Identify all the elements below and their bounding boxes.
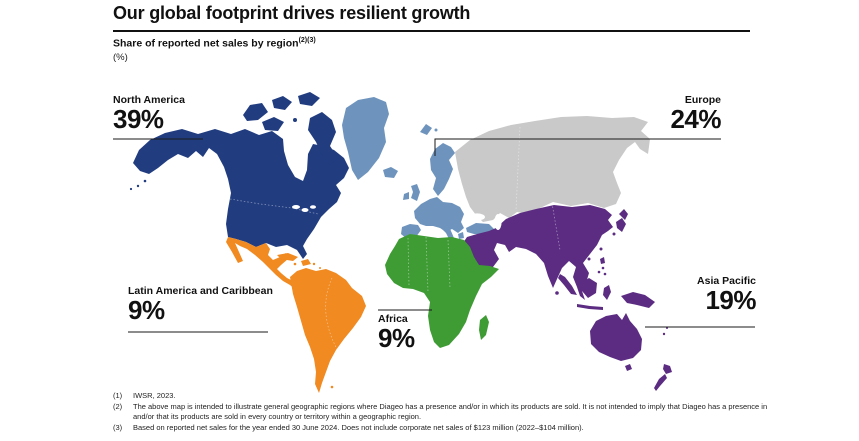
philippines — [600, 257, 605, 264]
north-america-mainland — [133, 129, 349, 259]
footnote-number: (1) — [113, 391, 123, 400]
great-lake — [301, 208, 309, 212]
footnote-1: (1) IWSR, 2023. — [113, 391, 773, 402]
svalbard — [420, 124, 432, 135]
callout-lines — [113, 138, 755, 333]
region-name: Latin America and Caribbean — [128, 285, 273, 297]
greenland — [342, 97, 389, 180]
unit-label: (%) — [113, 52, 128, 63]
region-name: Europe — [684, 94, 721, 106]
africa-mainland — [385, 234, 499, 348]
sri-lanka — [555, 291, 559, 295]
footnote-text: The above map is intended to illustrate … — [133, 401, 768, 422]
new-guinea — [621, 292, 655, 308]
south-america — [290, 268, 366, 393]
region-value: 24% — [670, 104, 721, 134]
madagascar — [479, 315, 489, 340]
label-latin-america-caribbean: Latin America and Caribbean 9% — [128, 285, 273, 324]
map-country-borders — [229, 126, 561, 350]
region-value: 9% — [128, 295, 165, 325]
label-europe: Europe 24% — [670, 94, 721, 133]
sulawesi — [603, 285, 611, 300]
borneo — [581, 278, 597, 298]
region-value: 9% — [378, 323, 415, 353]
new-zealand — [654, 364, 672, 391]
map-region-asia-pacific — [463, 205, 672, 391]
great-lake — [310, 205, 316, 209]
hispaniola — [301, 259, 311, 266]
greece — [458, 232, 464, 239]
mexico-central-america — [226, 237, 301, 291]
map-water-overlays — [292, 205, 502, 230]
region-name: Africa — [378, 313, 408, 325]
title-divider — [113, 30, 750, 32]
europe-mainland — [414, 197, 464, 233]
black-sea — [469, 213, 485, 221]
turkey — [466, 223, 494, 234]
map-region-greenland-iceland — [342, 97, 438, 180]
italy — [442, 224, 454, 241]
region-name: Asia Pacific — [697, 275, 756, 287]
subtitle-footnote-refs: (2)(3) — [298, 37, 316, 44]
hainan — [587, 257, 591, 261]
region-name: North America — [113, 94, 185, 106]
russia-cis — [455, 116, 650, 222]
page-title: Our global footprint drives resilient gr… — [113, 3, 471, 23]
footnote-3: (3) Based on reported net sales for the … — [113, 423, 773, 434]
asia-mainland — [463, 205, 613, 300]
british-isles — [403, 184, 420, 201]
footnote-text: IWSR, 2023. — [133, 391, 176, 400]
sumatra — [558, 274, 577, 295]
footnote-number: (3) — [113, 422, 123, 432]
label-north-america: North America 39% — [113, 94, 185, 133]
tasmania — [625, 364, 632, 371]
map-region-russia-cis — [455, 116, 650, 222]
japan — [616, 209, 628, 232]
callout-europe — [434, 138, 721, 156]
australia — [590, 313, 642, 361]
java — [577, 304, 603, 310]
map-region-north-america — [129, 92, 349, 259]
caspian-sea — [494, 214, 502, 230]
region-value: 39% — [113, 104, 164, 134]
footnote-number: (2) — [113, 401, 123, 411]
footnotes: (1) IWSR, 2023. (2) The above map is int… — [113, 391, 773, 433]
label-asia-pacific: Asia Pacific 19% — [697, 275, 756, 314]
map-region-latin-america — [226, 237, 366, 393]
cuba — [277, 253, 298, 261]
falkland-islands — [330, 385, 334, 389]
footnote-text: Based on reported net sales for the year… — [133, 422, 584, 432]
footnote-2: (2) The above map is intended to illustr… — [113, 402, 773, 423]
great-lake — [292, 205, 300, 209]
label-africa: Africa 9% — [378, 313, 415, 352]
chart-subtitle: Share of reported net sales by region(2)… — [113, 37, 316, 50]
chart-subtitle-text: Share of reported net sales by region — [113, 37, 299, 50]
taiwan — [599, 247, 603, 251]
map-region-africa — [385, 234, 499, 348]
scandinavia — [430, 143, 455, 196]
arctic-islands — [243, 92, 338, 165]
iceland — [383, 167, 398, 178]
region-value: 19% — [705, 285, 756, 315]
